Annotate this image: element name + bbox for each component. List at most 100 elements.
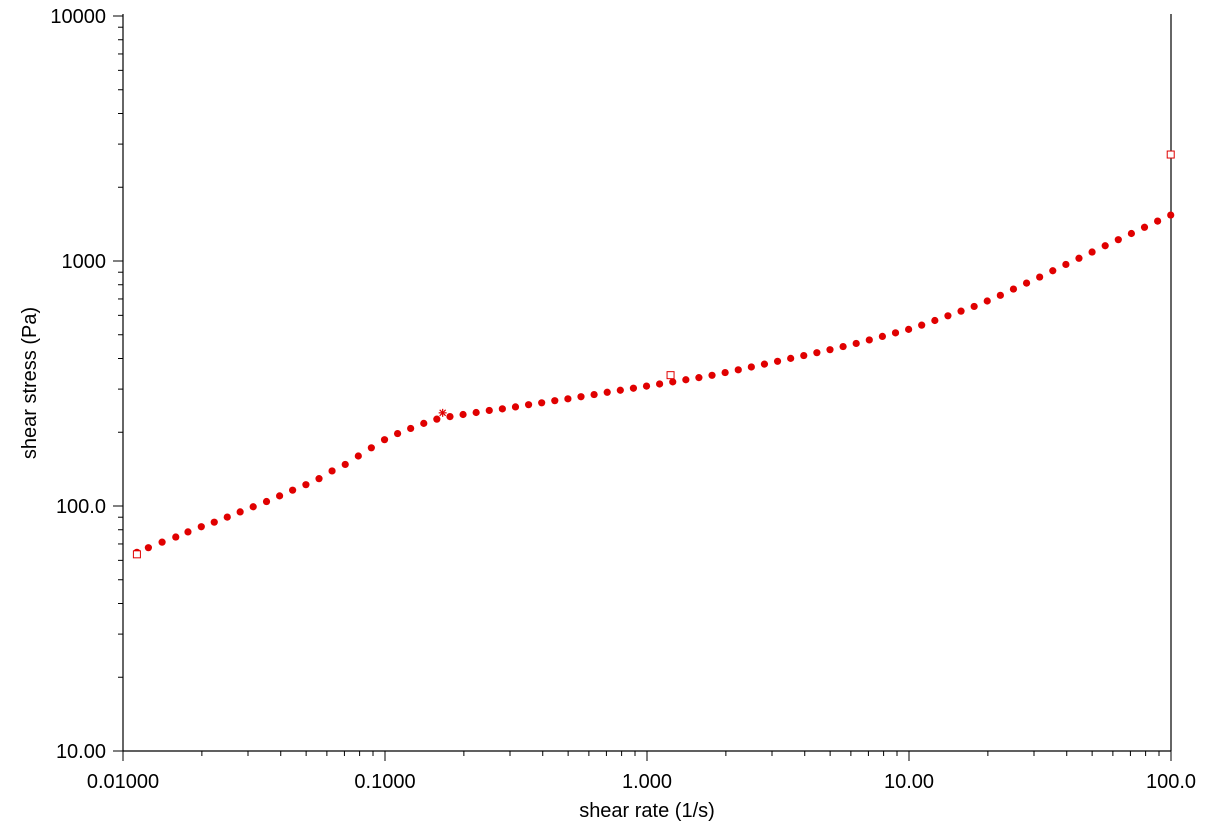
data-point [1101, 242, 1109, 250]
data-point [773, 357, 782, 365]
data-point [852, 339, 860, 348]
x-tick-label: 1.000 [622, 771, 672, 793]
square-marker [132, 550, 141, 559]
data-point [275, 492, 284, 500]
data-point [1127, 229, 1136, 238]
x-axis-title: shear rate (1/s) [579, 800, 715, 822]
data-point [629, 384, 638, 392]
x-tick-label: 100.0 [1146, 771, 1196, 793]
data-point [839, 342, 847, 351]
data-point [800, 351, 808, 360]
data-point [315, 475, 323, 483]
data-point [878, 332, 887, 341]
data-point [1062, 260, 1070, 269]
axis-ticks [113, 15, 1172, 761]
data-point [905, 325, 913, 333]
data-point [354, 452, 362, 460]
data-point [249, 503, 257, 511]
data-point [603, 388, 611, 396]
data-point [760, 360, 769, 368]
special-markers [132, 150, 1175, 559]
data-point [1088, 248, 1096, 256]
data-point [197, 523, 205, 531]
data-point [446, 412, 454, 421]
data-point [616, 386, 624, 394]
data-point [734, 366, 742, 374]
data-point [944, 312, 952, 320]
data-point [210, 518, 218, 526]
y-tick-label: 100.0 [56, 496, 106, 518]
data-point [485, 406, 493, 415]
data-point [498, 405, 506, 413]
data-point [655, 380, 664, 388]
data-point [931, 316, 939, 325]
data-point [1036, 273, 1044, 281]
data-point [144, 544, 152, 552]
data-point [695, 374, 703, 382]
data-point [511, 403, 520, 411]
data-point [262, 497, 271, 506]
axes [122, 14, 1172, 752]
data-point [1009, 285, 1018, 293]
data-point [996, 291, 1004, 299]
data-points [133, 211, 1175, 556]
data-point [341, 460, 349, 469]
y-tick-label: 10.00 [56, 741, 106, 763]
y-tick-label: 1000 [62, 251, 107, 273]
data-point [223, 513, 231, 521]
data-point [1140, 223, 1149, 231]
asterisk-marker [438, 408, 447, 417]
data-point [983, 297, 991, 305]
data-point [970, 302, 978, 311]
y-tick-label: 10000 [50, 6, 106, 28]
data-point [682, 376, 690, 384]
data-point [393, 429, 402, 438]
data-point [918, 321, 926, 329]
square-marker [666, 371, 675, 380]
x-tick-label: 0.1000 [354, 771, 415, 793]
data-point [407, 424, 415, 433]
data-point [289, 486, 297, 494]
data-point [459, 410, 467, 419]
asterisk-stroke [439, 409, 447, 417]
data-point [577, 393, 585, 401]
data-point [1075, 254, 1083, 262]
data-point [708, 371, 716, 379]
data-point [642, 382, 651, 390]
data-point [1022, 279, 1031, 287]
data-point [865, 336, 873, 344]
data-point [826, 346, 834, 354]
data-point [787, 354, 795, 362]
data-point [302, 481, 310, 489]
data-point [184, 528, 192, 536]
data-point [1154, 217, 1162, 225]
data-point [328, 467, 336, 475]
data-point [747, 363, 755, 371]
x-tick-label: 0.01000 [87, 771, 159, 793]
data-point [891, 329, 900, 337]
data-point [172, 533, 180, 541]
x-tick-label: 10.00 [884, 771, 934, 793]
data-point [551, 397, 559, 405]
data-point [380, 436, 389, 444]
data-point [524, 401, 533, 409]
data-point [538, 399, 546, 407]
data-point [367, 444, 375, 452]
data-point [564, 395, 572, 403]
square-marker [1166, 150, 1175, 159]
data-point [721, 368, 729, 377]
data-point [1167, 211, 1175, 219]
tick-labels: 0.01000 0.1000 1.000 10.00 100.0 10.00 100.0 10… [50, 6, 1196, 793]
data-point [957, 307, 965, 315]
data-point [669, 378, 677, 386]
data-point [813, 349, 821, 357]
data-point [590, 390, 598, 399]
y-axis-title: shear stress (Pa) [19, 307, 41, 459]
data-point [1114, 236, 1122, 244]
data-point [158, 538, 166, 546]
data-point [472, 408, 480, 417]
data-point [420, 419, 428, 427]
data-point [433, 415, 441, 423]
